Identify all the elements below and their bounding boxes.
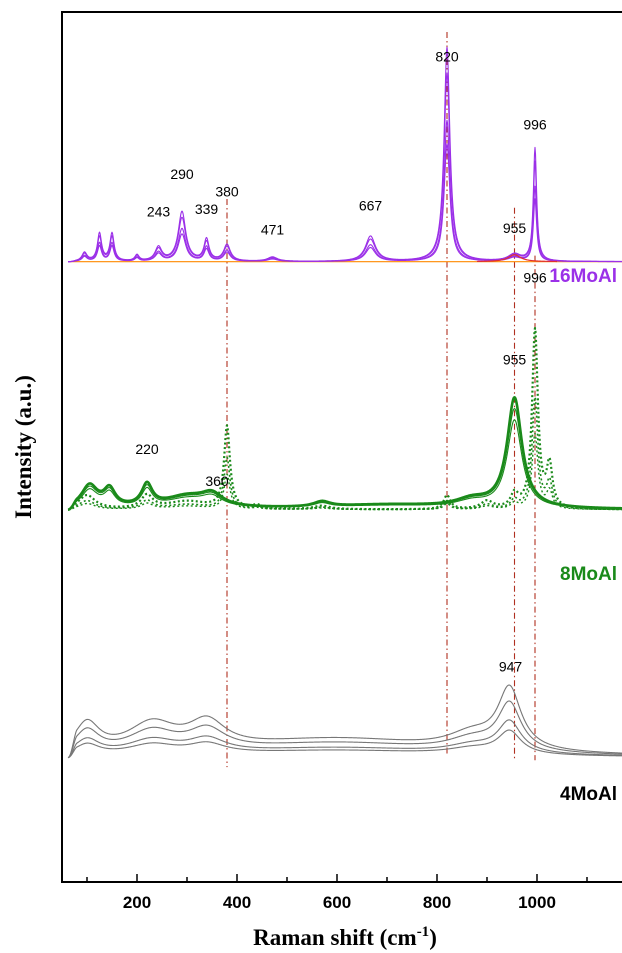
series-4MoAl-4 bbox=[67, 729, 622, 759]
reference-lines bbox=[226, 32, 536, 768]
peak-label-16MoAl-996: 996 bbox=[523, 116, 547, 132]
series-4MoAl-1 bbox=[67, 684, 622, 759]
peak-label-8MoAl-220: 220 bbox=[135, 441, 159, 457]
peak-labels: 243 290 339 380 471 667 820 955 996 220 360 955 996 9… bbox=[135, 49, 547, 675]
axes bbox=[61, 11, 622, 883]
x-tick-label-600: 600 bbox=[323, 893, 351, 912]
sample-label-16MoAl: 16MoAl bbox=[549, 266, 617, 287]
fit-955-16MoAl bbox=[477, 254, 558, 263]
peak-label-16MoAl-290: 290 bbox=[170, 166, 194, 182]
x-ticks: 200 400 600 800 1000 bbox=[86, 874, 588, 912]
x-tick-label-400: 400 bbox=[223, 893, 251, 912]
series-8MoAl-5 bbox=[67, 396, 622, 511]
peak-label-16MoAl-339: 339 bbox=[195, 201, 219, 217]
spectra bbox=[67, 46, 622, 759]
sample-8MoAl bbox=[67, 326, 622, 511]
x-tick-label-1000: 1000 bbox=[518, 893, 556, 912]
y-axis-title: Intensity (a.u.) bbox=[11, 375, 36, 519]
series-4MoAl-3 bbox=[67, 719, 622, 759]
series-8MoAl-4 bbox=[67, 326, 622, 511]
sample-label-8MoAl: 8MoAl bbox=[560, 564, 617, 585]
series-8MoAl-6 bbox=[67, 432, 622, 511]
peak-label-8MoAl-996: 996 bbox=[523, 270, 547, 286]
x-tick-label-800: 800 bbox=[423, 893, 451, 912]
sample-label-4MoAl: 4MoAl bbox=[560, 784, 617, 805]
peak-label-16MoAl-380: 380 bbox=[215, 183, 239, 199]
peak-label-16MoAl-471: 471 bbox=[261, 222, 285, 238]
peak-label-16MoAl-955: 955 bbox=[503, 220, 527, 236]
peak-label-16MoAl-820: 820 bbox=[435, 49, 459, 65]
series-16MoAl-4 bbox=[67, 143, 622, 263]
peak-label-16MoAl-243: 243 bbox=[147, 203, 171, 219]
peak-label-8MoAl-360: 360 bbox=[205, 473, 229, 489]
x-tick-label-200: 200 bbox=[123, 893, 151, 912]
peak-label-16MoAl-667: 667 bbox=[359, 197, 383, 213]
sample-16MoAl bbox=[67, 46, 622, 263]
plot-frame bbox=[61, 11, 622, 883]
series-4MoAl-2 bbox=[67, 700, 622, 759]
sample-4MoAl bbox=[67, 684, 622, 759]
x-axis-title: Raman shift (cm-1) bbox=[253, 924, 437, 950]
sample-labels: 16MoAl 8MoAl 4MoAl bbox=[549, 266, 617, 805]
peak-label-4MoAl-947: 947 bbox=[499, 658, 523, 674]
series-8MoAl-3 bbox=[67, 419, 622, 511]
peak-label-8MoAl-955: 955 bbox=[503, 351, 527, 367]
series-16MoAl-1 bbox=[67, 46, 622, 263]
